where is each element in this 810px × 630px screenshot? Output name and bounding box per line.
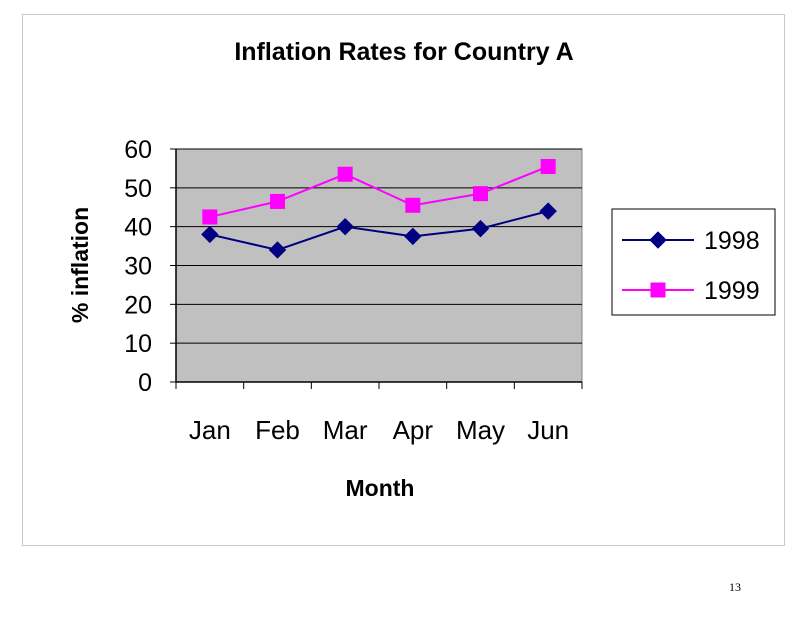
y-tick-label-10: 10: [124, 330, 152, 358]
x-axis-title: Month: [346, 475, 415, 501]
slide-number: 13: [729, 580, 741, 594]
x-tick-label-feb: Feb: [255, 415, 300, 445]
data-point-1999-mar: [337, 166, 353, 182]
legend-marker-1998: [649, 231, 667, 249]
series-line-1998: [209, 210, 549, 252]
data-point-1999-may: [473, 186, 488, 202]
y-tick-label-50: 50: [124, 175, 152, 203]
legend-label-1998: 1998: [704, 227, 760, 255]
data-point-1998-jun: [539, 202, 557, 220]
data-point-1998-apr: [404, 227, 422, 246]
y-axis-title: % inflation: [67, 207, 93, 323]
legend-box: [611, 208, 776, 316]
data-point-1999-apr: [405, 197, 421, 213]
legend-marker-1999: [650, 282, 666, 298]
x-tick-label-apr: Apr: [393, 415, 434, 445]
x-tick-label-may: May: [456, 415, 505, 445]
data-point-1998-jan: [201, 225, 219, 244]
y-tick-label-0: 0: [138, 369, 152, 397]
data-point-1999-jan: [202, 209, 218, 225]
y-tick-label-30: 30: [124, 253, 152, 281]
x-tick-label-mar: Mar: [323, 415, 368, 445]
legend-label-1999: 1999: [704, 277, 760, 305]
y-tick-label-60: 60: [124, 136, 152, 164]
data-point-1998-mar: [336, 217, 354, 236]
chart-title: Inflation Rates for Country A: [234, 38, 573, 66]
legend: 1998 1999: [611, 208, 776, 316]
data-point-1998-may: [471, 219, 490, 238]
series-line-1999: [209, 165, 549, 218]
y-tick-label-20: 20: [124, 291, 152, 319]
data-point-1999-feb: [270, 193, 285, 209]
data-point-1998-feb: [268, 241, 287, 259]
x-tick-label-jun: Jun: [527, 415, 569, 445]
data-point-1999-jun: [540, 158, 556, 174]
y-tick-label-40: 40: [124, 214, 152, 242]
x-tick-label-jan: Jan: [189, 415, 231, 445]
